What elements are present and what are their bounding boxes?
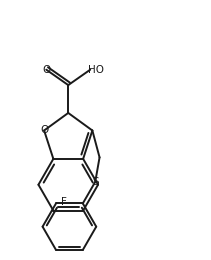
Text: F: F [61, 197, 67, 207]
Text: S: S [92, 177, 99, 187]
Text: HO: HO [88, 65, 104, 75]
Text: O: O [40, 126, 48, 135]
Text: O: O [42, 65, 50, 75]
